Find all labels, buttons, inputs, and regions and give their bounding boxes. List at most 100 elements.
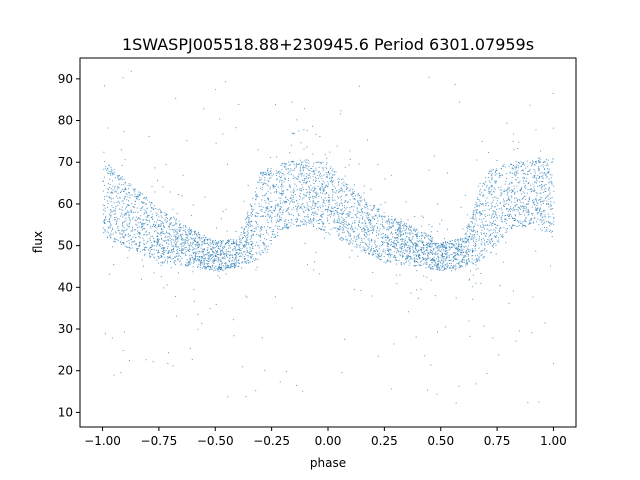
data-point [162, 261, 164, 263]
data-point [439, 246, 441, 248]
data-point [479, 183, 481, 185]
data-point [279, 173, 281, 175]
data-point [411, 242, 413, 244]
data-point [523, 224, 525, 226]
data-point [325, 166, 327, 168]
data-point [419, 257, 421, 259]
data-point [432, 260, 434, 262]
data-point [118, 201, 120, 203]
data-point [157, 232, 159, 234]
data-point [456, 249, 458, 251]
data-point [430, 250, 432, 252]
data-point [110, 234, 112, 236]
data-point [542, 161, 544, 163]
data-point [331, 211, 333, 213]
data-point [301, 173, 303, 175]
data-point [218, 254, 220, 256]
data-point [446, 264, 448, 266]
data-point [551, 174, 553, 176]
data-point [270, 217, 272, 219]
data-point [146, 234, 148, 236]
data-point [271, 185, 273, 187]
data-point [315, 194, 317, 196]
data-point [488, 172, 490, 174]
data-point [541, 188, 543, 190]
data-point [247, 255, 249, 257]
data-point [309, 221, 311, 223]
data-point [306, 264, 308, 266]
data-point [179, 235, 181, 237]
data-point [409, 225, 411, 227]
data-point [380, 204, 382, 206]
data-point [258, 212, 260, 214]
data-point [408, 233, 410, 235]
data-point [486, 225, 488, 227]
data-point [285, 210, 287, 212]
data-point [410, 233, 412, 235]
data-point [206, 238, 208, 240]
data-point [281, 175, 283, 177]
data-point [472, 262, 474, 264]
data-point [175, 253, 177, 255]
data-point [227, 266, 229, 268]
data-point [286, 227, 288, 229]
data-point [324, 197, 326, 199]
data-point [350, 241, 352, 243]
data-point [111, 337, 113, 339]
data-point [414, 265, 416, 267]
data-point [267, 249, 269, 251]
data-point [552, 230, 554, 232]
data-point [325, 184, 327, 186]
data-point [537, 168, 539, 170]
data-point [353, 231, 355, 233]
data-point [158, 224, 160, 226]
data-point [189, 233, 191, 235]
data-point [473, 250, 475, 252]
data-point [338, 178, 340, 180]
data-point [481, 250, 483, 252]
data-point [378, 211, 380, 213]
data-point [402, 238, 404, 240]
data-point [333, 206, 335, 208]
data-point [250, 235, 252, 237]
data-point [218, 240, 220, 242]
data-point [148, 135, 150, 137]
data-point [279, 192, 281, 194]
data-point [493, 215, 495, 217]
data-point [250, 230, 252, 232]
data-point [203, 260, 205, 262]
data-point [128, 214, 130, 216]
data-point [440, 269, 442, 271]
data-point [274, 236, 276, 238]
data-point [418, 236, 420, 238]
data-point [122, 349, 124, 351]
data-point [274, 234, 276, 236]
data-point [117, 227, 119, 229]
data-point [401, 250, 403, 252]
data-point [274, 296, 276, 298]
data-point [381, 219, 383, 221]
data-point [471, 261, 473, 263]
data-point [222, 240, 224, 242]
data-point [479, 252, 481, 254]
data-point [518, 141, 520, 143]
data-point [511, 176, 513, 178]
data-point [475, 241, 477, 243]
data-point [535, 182, 537, 184]
data-point [244, 246, 246, 248]
data-point [405, 258, 407, 260]
data-point [541, 181, 543, 183]
data-point [533, 190, 535, 192]
data-point [251, 255, 253, 257]
data-point [357, 201, 359, 203]
data-point [394, 219, 396, 221]
data-point [169, 234, 171, 236]
data-point [457, 241, 459, 243]
data-point [164, 219, 166, 221]
data-point [170, 223, 172, 225]
data-point [297, 178, 299, 180]
data-point [452, 245, 454, 247]
data-point [468, 242, 470, 244]
data-point [113, 173, 115, 175]
data-point [275, 156, 277, 158]
